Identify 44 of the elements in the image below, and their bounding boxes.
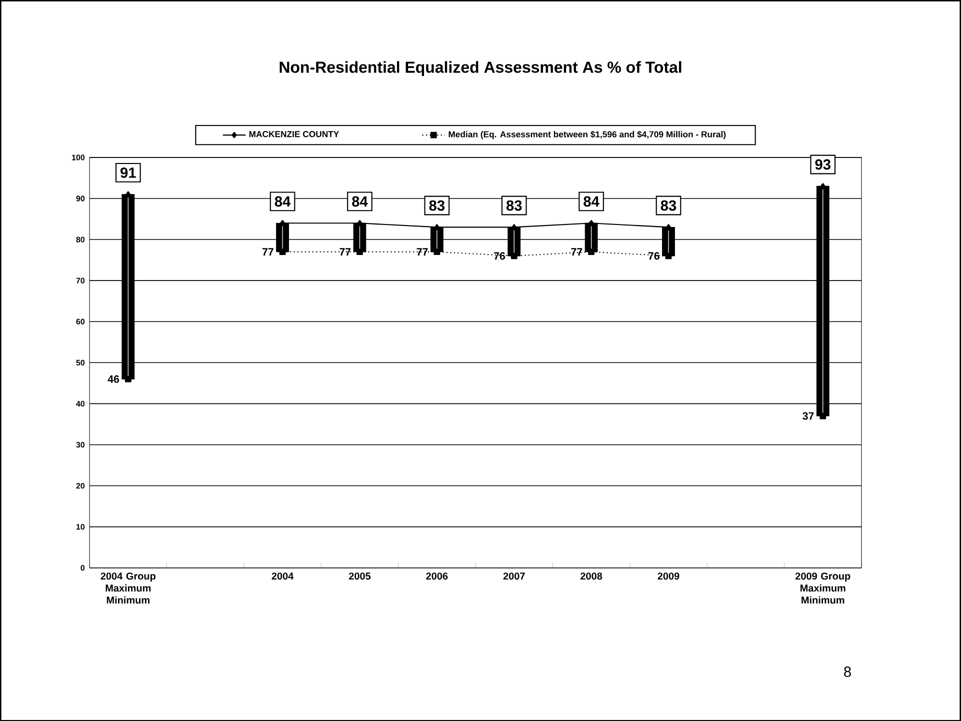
x-tick-label: 2009 [658,572,680,580]
data-label: 77 [340,248,351,256]
point [356,248,363,255]
x-tick-label: 2004 Group Maximum Minimum [100,572,156,604]
point [666,224,672,230]
data-label: 77 [416,248,428,256]
point [665,252,672,259]
text: 8 [844,666,851,677]
legend-label: Median (Eq. Assessment between $1,596 and $4,709 Million - Rural) [448,130,726,139]
x-tick-label: 2005 [348,572,371,580]
data-label: 37 [802,412,814,420]
data-label: 83 [506,200,522,211]
point [512,224,517,230]
data-label: 46 [108,375,120,383]
chart-title: Non-Residential Equalized Assessment As % of Total [280,60,682,76]
point [434,224,440,230]
data-label: 76 [648,252,660,260]
point [588,248,594,255]
point [820,182,826,190]
x-tick-label: 2007 [503,572,525,580]
data-label: 91 [120,167,136,178]
data-label: 76 [494,252,506,260]
x-tick-label: 2009 Group Maximum Minimum [795,572,850,604]
legend-label: MACKENZIE COUNTY [249,130,340,138]
point [279,248,286,255]
point [434,248,440,255]
point [357,220,362,226]
point [820,412,826,420]
point [126,191,131,198]
data-label: 83 [660,200,676,211]
data-label: 83 [429,200,445,211]
data-label: 77 [571,248,582,256]
data-label: 77 [262,248,274,256]
x-tick-label: 2008 [580,572,602,580]
data-label: 93 [815,159,830,170]
point [588,220,594,226]
data-label: 84 [274,196,291,206]
x-tick-label: 2004 [272,572,294,580]
data-label: 84 [584,196,600,206]
point [280,220,286,226]
point [124,376,132,382]
data-label: 84 [352,196,368,206]
x-tick-label: 2006 [426,572,448,580]
point [510,252,518,259]
